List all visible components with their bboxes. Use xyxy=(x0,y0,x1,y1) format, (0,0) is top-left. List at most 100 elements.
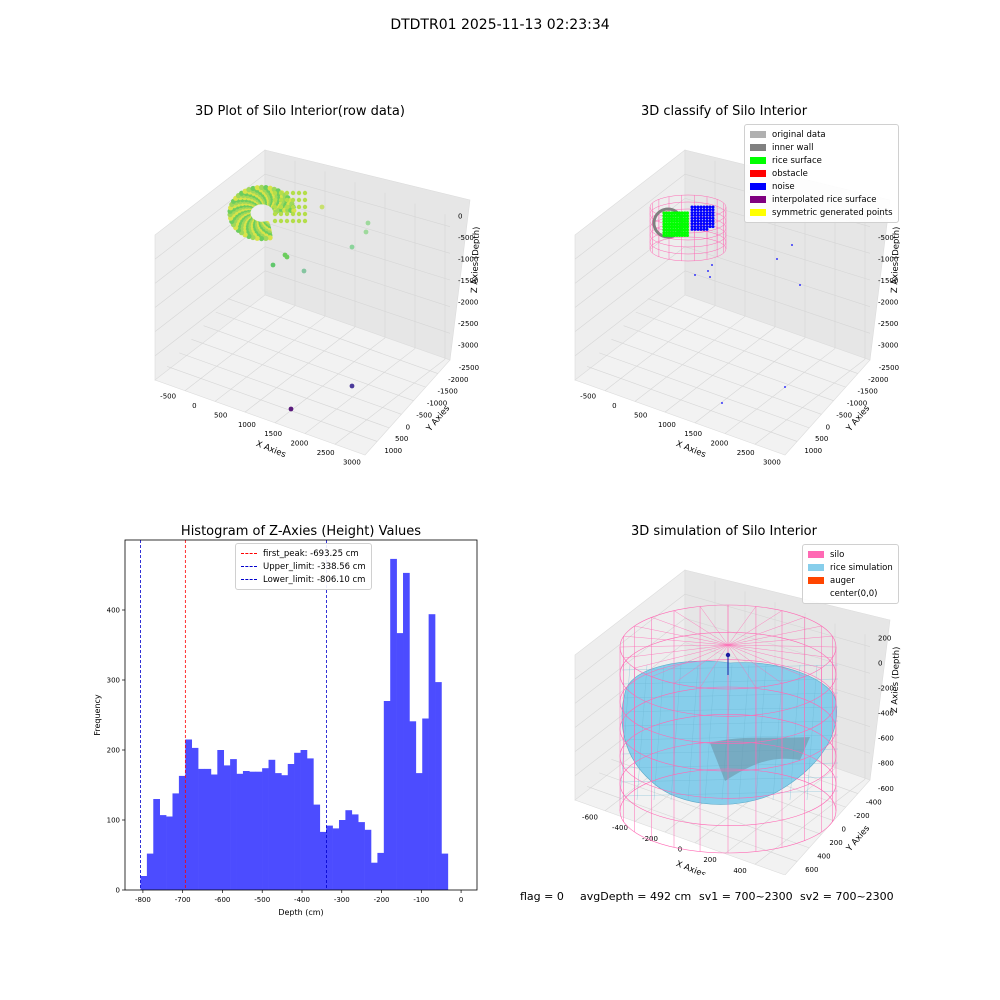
panel2-noise-point xyxy=(711,219,715,223)
panel1-point xyxy=(365,220,371,226)
panel2-ytick-label: -1500 xyxy=(857,388,877,396)
panel1-point xyxy=(296,218,302,224)
legend-line-sample xyxy=(241,553,257,554)
panel2-noise-point xyxy=(708,222,712,226)
histogram-chart: -800 -700 -600 -500 -400 -300 -200 -100 0 0 100 200… xyxy=(93,539,478,917)
panel2-rice-point xyxy=(665,217,669,221)
panel2-noise-point xyxy=(699,225,703,229)
histogram-bar xyxy=(166,816,173,890)
panel2-noise-point xyxy=(690,211,694,215)
histogram-bar xyxy=(390,558,397,890)
panel1-ztick-label: -2500 xyxy=(458,320,478,328)
panel2-noise-point xyxy=(711,208,715,212)
panel1-point xyxy=(278,218,284,224)
panel2-rice-point xyxy=(672,217,676,221)
panel2-noise-point xyxy=(705,227,709,231)
status-flag: flag = 0 xyxy=(520,890,564,903)
panel4-mesh-line xyxy=(772,664,784,801)
panel2-grid xyxy=(599,352,810,429)
panel4-silo-roof-rib xyxy=(727,610,783,646)
panel2-grid xyxy=(684,198,871,254)
panel1-point xyxy=(302,197,308,203)
histogram-bar xyxy=(249,771,257,890)
panel2-grid xyxy=(604,305,716,391)
panel2-noise-point xyxy=(711,213,715,217)
panel2-rice-point xyxy=(665,231,669,235)
panel1-point xyxy=(250,185,256,192)
panel1-point xyxy=(296,204,302,210)
panel4-mesh-line xyxy=(619,664,631,801)
panel4-zlabel: Z Axies (Depth) xyxy=(890,646,902,713)
panel1-point xyxy=(284,218,290,224)
panel4-xtick-label: -400 xyxy=(612,824,628,832)
panel4-silo-roof-rib xyxy=(699,606,729,646)
panel1-point xyxy=(290,190,296,196)
histogram-bar xyxy=(345,810,353,890)
panel1-grid xyxy=(264,246,451,307)
panel2-noise-point xyxy=(690,213,694,217)
panel2-rice-point xyxy=(680,214,684,218)
panel4-scene xyxy=(619,604,839,854)
panel4-ztick-label: -200 xyxy=(878,685,894,693)
panel4-ytick-label: 400 xyxy=(817,853,830,861)
histogram-bar xyxy=(383,701,391,890)
panel1-zlabel: Z Axies (Depth) xyxy=(470,226,480,293)
panel2-grid xyxy=(684,222,871,281)
panel1-point xyxy=(288,406,294,412)
figure-title: DTDTR01 2025-11-13 02:23:34 xyxy=(390,17,610,33)
histogram-xtick-label: 0 xyxy=(459,896,463,904)
panel2-noise-point xyxy=(696,227,700,231)
panel1-ytick-label: -2500 xyxy=(459,364,479,372)
panel2-rice-point xyxy=(683,231,687,235)
panel2-noise-point xyxy=(702,211,706,215)
panel4-silo-roof-rib xyxy=(623,644,729,659)
panel2-noise-point xyxy=(702,227,706,231)
legend-label: Lower_limit: -806.10 cm xyxy=(263,574,366,585)
panel2-noise-point xyxy=(696,211,700,215)
legend-label: rice surface xyxy=(772,155,822,166)
panel2-noise-point xyxy=(711,264,713,266)
histogram-xtick-label: -200 xyxy=(374,896,390,904)
panel2-noise-point xyxy=(693,227,697,231)
panel2-noise-point xyxy=(690,205,694,209)
panel1-grid xyxy=(214,316,326,402)
panel1-grid xyxy=(184,305,296,391)
panel2-noise-point xyxy=(708,205,712,209)
panel1-point xyxy=(278,197,284,203)
panel2-noise-point xyxy=(693,205,697,209)
histogram-ytick-label: 200 xyxy=(107,747,120,755)
panel1-ztick-label: -2000 xyxy=(458,298,478,306)
legend-swatch xyxy=(750,196,766,203)
histogram-bar xyxy=(204,768,212,890)
panel1-point xyxy=(290,204,296,210)
panel2-rice-point xyxy=(675,217,679,221)
panel2-rice-point xyxy=(685,214,689,218)
legend-swatch xyxy=(808,577,824,584)
panel2-rice-point xyxy=(675,233,679,237)
histogram-legend: first_peak: -693.25 cm Upper_limit: -338.… xyxy=(235,543,372,590)
legend-label: symmetric generated points xyxy=(772,207,893,218)
panel2-rice-point xyxy=(672,222,676,226)
panel2-rice-point xyxy=(683,222,687,226)
panel1-ztick-label: -1500 xyxy=(458,277,478,285)
panel2-grid xyxy=(574,270,686,357)
panel2-rice-point xyxy=(675,211,679,215)
histogram-bar xyxy=(319,831,327,890)
legend-swatch xyxy=(750,144,766,151)
panel2-noise-point xyxy=(702,213,706,217)
legend-item: noise xyxy=(750,180,893,193)
panel2-noise-point xyxy=(696,222,700,226)
panel1-point xyxy=(284,197,290,203)
histogram-ytick-label: 400 xyxy=(107,607,120,615)
panel2-rice-point xyxy=(662,217,666,221)
histogram-bar xyxy=(159,815,167,890)
panel2-noise-point xyxy=(690,227,694,231)
panel2-grid xyxy=(623,325,834,401)
panel2-noise-point xyxy=(705,208,709,212)
panel2-rice-point xyxy=(662,233,666,237)
legend-line-sample xyxy=(241,579,257,580)
legend-label: obstacle xyxy=(772,168,808,179)
legend-item: original data xyxy=(750,128,893,141)
histogram-bar xyxy=(358,822,365,890)
panel1-point xyxy=(296,211,302,217)
